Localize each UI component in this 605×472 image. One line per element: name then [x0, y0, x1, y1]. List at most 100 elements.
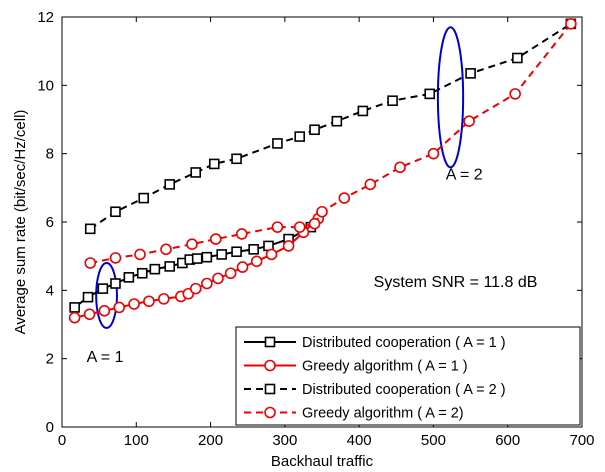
- ellipses-layer: [95, 26, 465, 329]
- highlight-ellipse-1: [95, 262, 118, 329]
- data-point: [465, 68, 476, 79]
- data-point: [186, 238, 198, 251]
- data-point: [201, 277, 213, 290]
- data-point: [265, 248, 278, 261]
- legend-samples: [244, 336, 296, 419]
- data-point: [123, 272, 135, 283]
- data-point: [190, 167, 202, 178]
- series-2: [68, 212, 325, 324]
- series-1: [69, 221, 317, 313]
- data-point: [282, 240, 295, 252]
- data-point: [191, 253, 203, 264]
- data-point: [272, 138, 283, 149]
- x-tick-label: 100: [124, 432, 149, 449]
- legend-label-greedy-a1: Greedy algorithm ( A = 1 ): [302, 359, 468, 375]
- data-point: [98, 305, 111, 317]
- data-point: [149, 263, 161, 275]
- x-tick-label: 400: [347, 432, 372, 449]
- legend-marker: [264, 336, 276, 348]
- y-tick-label: 10: [37, 77, 54, 94]
- data-point: [97, 283, 109, 294]
- data-point: [110, 278, 121, 289]
- x-tick-label: 200: [198, 432, 223, 449]
- data-point: [463, 115, 475, 128]
- data-point: [248, 244, 259, 255]
- series-4: [84, 18, 577, 269]
- y-tick-label: 0: [46, 419, 54, 436]
- data-point: [134, 248, 146, 261]
- data-point: [69, 302, 80, 313]
- data-point: [82, 291, 94, 303]
- data-point: [231, 153, 242, 165]
- data-point: [509, 88, 521, 100]
- data-point: [331, 115, 343, 127]
- data-point: [83, 308, 96, 321]
- legend-marker: [264, 406, 276, 419]
- data-point: [138, 192, 150, 204]
- data-point: [309, 124, 320, 136]
- data-point: [394, 161, 406, 174]
- x-axis-label: Backhaul traffic: [271, 453, 374, 470]
- data-point: [293, 221, 306, 233]
- data-point: [68, 311, 81, 324]
- y-tick-label: 2: [46, 351, 54, 368]
- axis-ticks: 0 100 200 300 400 500 600 700 0 2 4 6 8 10 12: [37, 9, 594, 449]
- data-point: [209, 233, 222, 245]
- data-point: [271, 221, 284, 233]
- data-point: [364, 178, 377, 191]
- x-tick-label: 600: [495, 432, 520, 449]
- x-tick-label: 700: [569, 432, 594, 449]
- annotation-snr: System SNR = 11.8 dB: [374, 274, 538, 291]
- x-tick-label: 0: [58, 432, 66, 449]
- y-tick-label: 12: [37, 9, 54, 26]
- data-point: [565, 18, 577, 30]
- data-point: [136, 267, 148, 279]
- data-point: [84, 257, 97, 269]
- data-point: [164, 179, 176, 190]
- data-point: [113, 301, 125, 314]
- data-point: [157, 293, 170, 305]
- data-point: [235, 228, 248, 240]
- data-point: [201, 251, 213, 263]
- data-point: [338, 192, 351, 204]
- data-point: [212, 272, 224, 285]
- data-point: [208, 158, 220, 170]
- legend-marker: [264, 359, 276, 372]
- annotation-a1: A = 1: [87, 349, 124, 366]
- data-point: [308, 217, 321, 230]
- y-tick-label: 6: [46, 214, 54, 231]
- data-point: [143, 295, 155, 308]
- y-axis-label: Average sum rate (bit/sec/Hz/cell): [12, 110, 29, 335]
- legend-label-distributed-a2: Distributed cooperation ( A = 2 ): [302, 382, 506, 398]
- data-point: [109, 252, 122, 264]
- data-point: [84, 223, 96, 235]
- x-tick-label: 500: [421, 432, 446, 449]
- data-point: [224, 267, 237, 280]
- highlight-ellipse-2: [436, 26, 465, 169]
- legend: Distributed cooperation ( A = 1 ) Greedy…: [235, 326, 581, 426]
- data-point: [512, 52, 523, 64]
- legend-marker: [264, 383, 276, 395]
- data-point: [189, 282, 202, 295]
- x-tick-label: 300: [272, 432, 297, 449]
- annotation-a2: A = 2: [446, 166, 483, 183]
- y-tick-label: 4: [46, 282, 54, 299]
- data-point: [357, 105, 369, 117]
- y-tick-label: 8: [46, 146, 54, 163]
- data-point: [250, 255, 263, 268]
- data-point: [110, 206, 121, 218]
- data-point: [294, 131, 306, 142]
- data-point: [164, 261, 176, 272]
- annotations: A = 1 A = 2 System SNR = 11.8 dB: [87, 166, 538, 366]
- data-point: [160, 243, 172, 256]
- data-point: [424, 88, 436, 100]
- data-point: [128, 298, 140, 310]
- legend-label-greedy-a2: Greedy algorithm ( A = 2): [302, 406, 464, 422]
- legend-box: [235, 326, 581, 426]
- legend-label-distributed-a1: Distributed cooperation ( A = 1 ): [302, 335, 506, 351]
- data-point: [316, 205, 328, 218]
- data-point: [216, 249, 228, 260]
- data-point: [231, 246, 242, 258]
- series-layer: [68, 18, 577, 324]
